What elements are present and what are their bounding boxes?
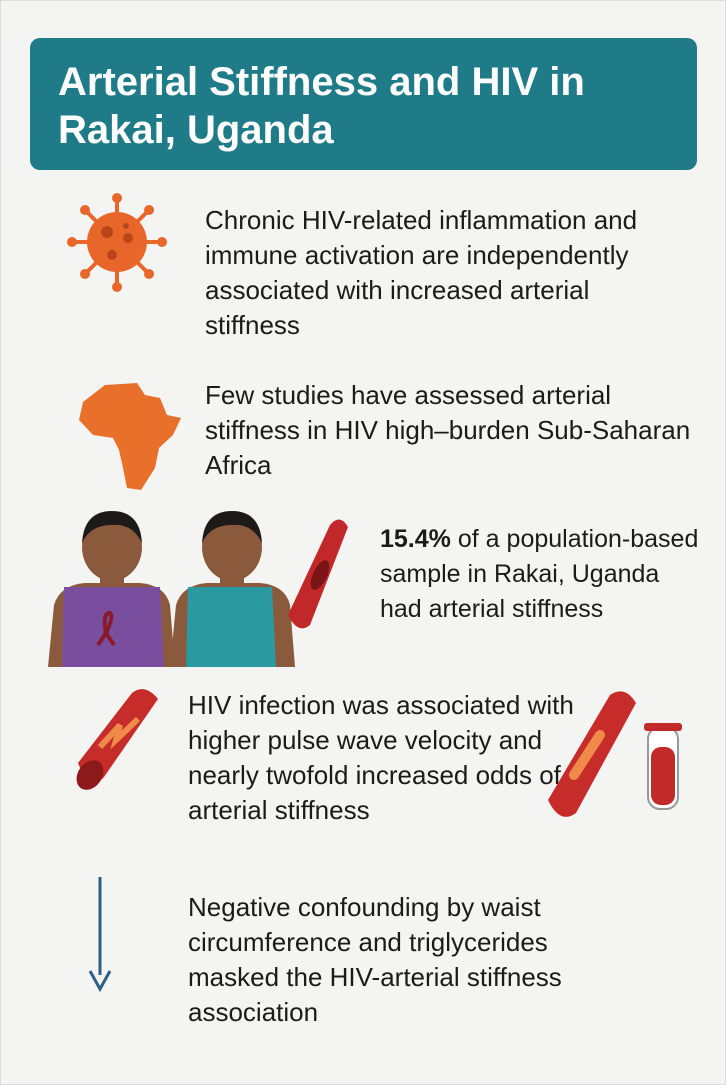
point-text: Negative confounding by waist circumfere… <box>188 892 562 1027</box>
africa-icon <box>79 383 181 490</box>
point-text: HIV infection was associated with higher… <box>188 690 574 825</box>
point-text: Few studies have assessed arterial stiff… <box>205 380 691 480</box>
highlight: 15.4% <box>380 525 451 553</box>
point-text-rest: of a population-based sample in Rakai, U… <box>380 525 699 623</box>
point-text: 15.4% of a population-based sample in Rak… <box>380 522 700 627</box>
vessel-icon <box>76 689 158 790</box>
virus-icon <box>67 193 167 292</box>
people-illustration <box>48 511 348 667</box>
title: Arterial Stiffness and HIV in Rakai, Uga… <box>58 60 585 152</box>
down-arrow <box>88 877 112 993</box>
vessel-tube-icon <box>548 691 682 817</box>
point-text: Chronic HIV-related inflammation and imm… <box>205 205 638 340</box>
title-banner: Arterial Stiffness and HIV in Rakai, Uga… <box>30 38 697 170</box>
